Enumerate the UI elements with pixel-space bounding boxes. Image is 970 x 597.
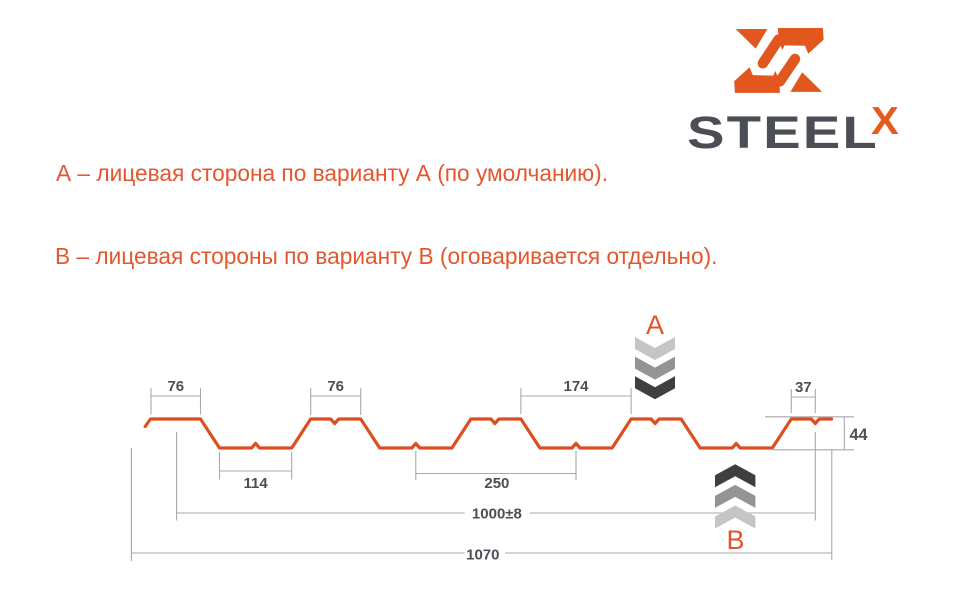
svg-text:B: B [726, 525, 744, 555]
svg-text:114: 114 [243, 475, 268, 492]
svg-text:76: 76 [167, 378, 184, 395]
svg-text:76: 76 [327, 378, 344, 395]
svg-text:1000±8: 1000±8 [472, 506, 522, 523]
svg-text:250: 250 [484, 475, 509, 492]
svg-text:174: 174 [563, 378, 589, 395]
svg-text:37: 37 [795, 379, 812, 396]
svg-text:44: 44 [850, 426, 868, 444]
svg-text:1070: 1070 [466, 547, 499, 564]
svg-text:A: A [646, 310, 664, 340]
